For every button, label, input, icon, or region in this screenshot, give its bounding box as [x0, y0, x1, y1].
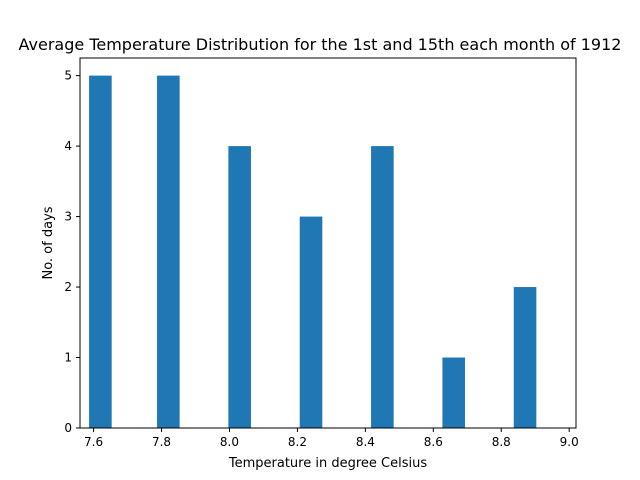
x-tick-label-1: 7.8: [152, 435, 171, 449]
y-tick-label-4: 4: [64, 139, 72, 153]
y-tick-label-0: 0: [64, 421, 72, 435]
y-tick-label-2: 2: [64, 280, 72, 294]
bar-1: [157, 75, 180, 428]
y-tick-label-3: 3: [64, 210, 72, 224]
x-tick-label-0: 7.6: [84, 435, 103, 449]
x-tick-label-2: 8.0: [220, 435, 239, 449]
x-axis-label: Temperature in degree Celsius: [228, 456, 427, 471]
y-axis-ticks: 0 1 2 3 4 5: [64, 69, 80, 435]
bar-6: [513, 287, 537, 428]
y-axis-label: No. of days: [41, 206, 56, 279]
bar-0: [89, 75, 112, 428]
x-tick-label-5: 8.6: [424, 435, 443, 449]
bar-5: [442, 357, 465, 428]
bars-group: [89, 75, 537, 428]
bar-3: [299, 216, 323, 428]
bar-2: [228, 146, 251, 428]
x-tick-label-4: 8.4: [356, 435, 375, 449]
x-tick-label-6: 8.8: [492, 435, 511, 449]
chart-title: Average Temperature Distribution for the…: [19, 35, 622, 54]
y-tick-label-5: 5: [64, 69, 72, 83]
bar-4: [371, 146, 394, 428]
x-tick-label-7: 9.0: [560, 435, 579, 449]
x-tick-label-3: 8.2: [288, 435, 307, 449]
y-tick-label-1: 1: [64, 351, 72, 365]
x-axis-ticks: 7.6 7.8 8.0 8.2 8.4 8.6 8.8 9.0: [84, 428, 579, 449]
plot-frame: [79, 57, 577, 429]
